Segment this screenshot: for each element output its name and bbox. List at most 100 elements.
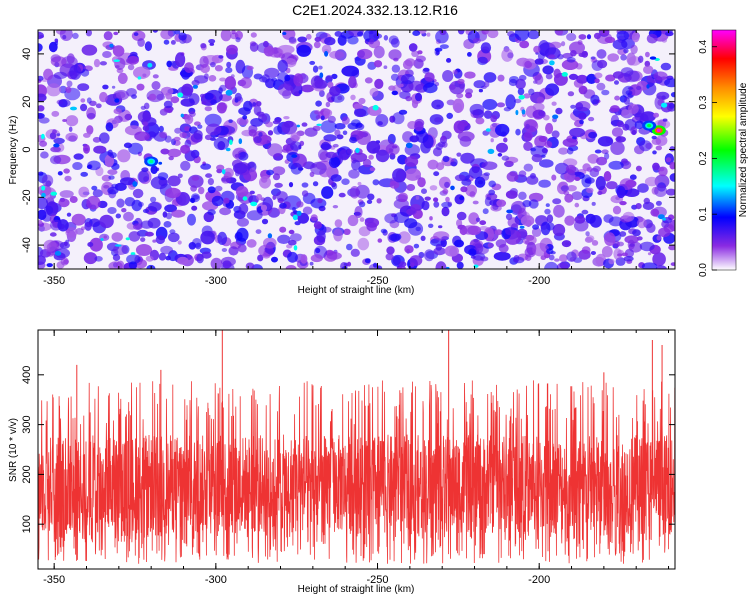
spectrogram-cell [358,97,366,105]
spectrogram-cell [540,221,551,236]
spectrogram-cell [553,204,565,218]
spectrogram-cell [208,39,216,44]
spectrogram-cell [272,120,281,125]
spectrogram-cell [290,162,303,175]
spectrogram-cell [515,78,526,90]
spectrogram-cell [404,58,416,67]
spectrogram-cell [542,65,554,75]
spectrogram-cell [121,208,127,213]
spectrogram-cell [406,208,417,215]
spectrogram-cell [63,168,70,174]
spectrogram-cell [108,175,115,180]
spectrogram-cell [277,234,291,244]
spectrogram-cell [38,255,46,265]
spectrogram-cell [145,255,154,262]
spectrogram-cell [645,51,650,58]
spectrogram-cell [614,80,619,85]
spectrogram-cell [566,57,576,63]
spectrogram-cell [66,53,75,64]
spectrogram-cell [586,73,597,84]
spectrogram-cell [424,249,435,262]
colorbar-tick-label: 0.3 [698,95,709,109]
spectrogram-cell [369,38,375,45]
spectrogram-cell [452,69,458,75]
spectrogram-cell [454,174,466,182]
spectrogram-cell [652,252,666,267]
spectrogram-cell [81,44,98,56]
spectrogram-cell [438,176,451,189]
spectrogram-cell [234,153,241,158]
spectrogram-cell [656,235,662,241]
spectrogram-cell [524,240,530,245]
spectrogram-cell [579,119,584,125]
spectrogram-cell [475,117,485,125]
spectrogram-cell [72,162,83,170]
spectrogram-cell [279,202,287,209]
spectrogram-cell [204,113,222,127]
spectrogram-cell [300,254,308,264]
spectrogram-cell [193,130,203,140]
spectrogram-cell [564,215,575,226]
spectrogram-cell [347,214,359,227]
spectrogram-cell [655,200,662,206]
spectrogram-cell [214,185,223,192]
spectrogram-cell [313,221,322,230]
spectrogram-cell [555,162,569,175]
spectrogram-cell [135,244,153,256]
spectrogram-cell [329,50,345,59]
spectrogram-cell [604,36,616,44]
spectrogram-cell [54,41,59,46]
spectrogram-cell [661,102,668,108]
spectrogram-cell [480,256,489,262]
spectrogram-cell [300,84,315,93]
spectrogram-cell [623,96,631,105]
spectrogram-cell [398,192,408,203]
spectrogram-cell [177,240,182,245]
spectrogram-cell [470,255,476,259]
spectrogram-cell [530,173,536,179]
spectrogram-cell [250,201,258,207]
spectrogram-cell [487,30,499,39]
spectrogram-cell [142,121,149,127]
spectrogram-cell [405,142,413,149]
spectrogram-cell [43,239,57,252]
spectrogram-cell [188,242,196,250]
spectrogram-cell [427,159,439,170]
spectrogram-cell [385,253,394,261]
spectrogram-cell [619,231,627,237]
colorbar: 0.0 0.1 0.2 0.3 0.4 Normalized spectral ampl… [698,29,749,277]
spectrogram-cell [380,228,387,234]
spectrogram-cell [71,213,86,226]
spectrogram-cell [157,172,169,181]
spectrogram-cell [348,76,357,89]
spectrogram-cell [204,106,212,112]
spectrogram-cell [99,91,108,103]
spectrogram-cell [393,212,409,223]
spectrogram-cell [406,184,416,191]
spectrogram-cell [581,209,589,215]
spectrogram-cell [133,66,151,79]
spectrogram-x-ticks: -350 -300 -250 -200 [43,30,670,287]
spectrogram-cell [92,189,103,198]
spectrogram-cell [369,87,379,97]
spectrogram-cell [177,256,189,265]
spectrogram-cell [226,61,232,68]
spectrogram-cell [102,84,109,90]
spectrogram-cell [585,231,590,237]
spectrogram-cell [366,140,381,154]
spectrogram-cell [296,210,302,216]
spectrogram-cell [123,142,133,149]
spectrogram-cell [372,179,380,186]
spectrogram-cell [347,122,359,130]
spectrogram-cell [652,162,660,171]
spectrogram-cell [424,72,435,82]
spectrogram-cell [170,40,176,45]
spectrogram-cell [57,219,69,232]
spectrogram-cell [93,58,101,68]
spectrogram-cell [302,206,313,215]
spectrogram-cell [191,175,200,181]
spectrogram-cell [515,128,521,136]
spectrogram-cell [84,221,92,231]
spectrogram-cell [615,136,626,143]
